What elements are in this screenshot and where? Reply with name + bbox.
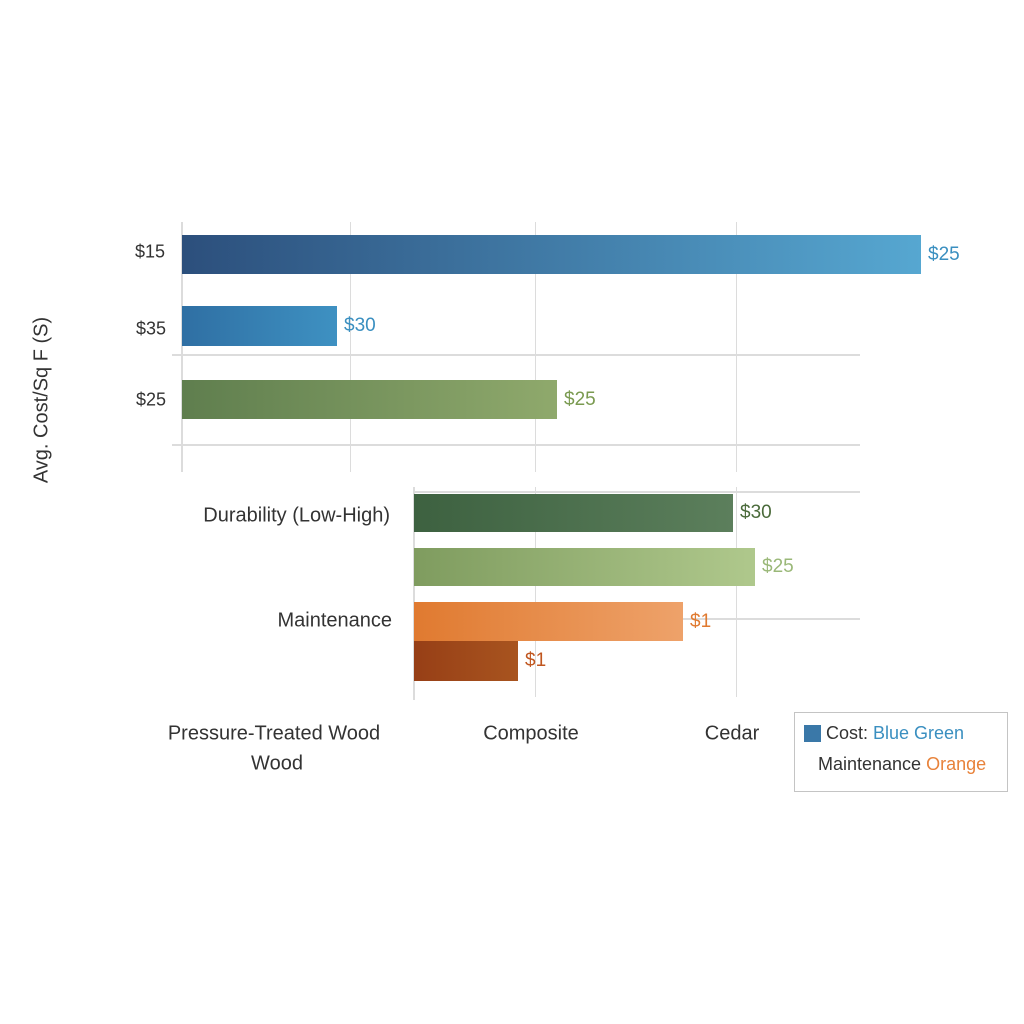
axis-line-bottom (413, 487, 415, 700)
legend-highlight: Orange (926, 754, 987, 774)
gridline-h (172, 444, 860, 446)
row-label-maintenance: Maintenance (277, 609, 392, 632)
gridline-v (350, 222, 351, 472)
y-tick-label: $15 (134, 241, 165, 262)
bar (414, 641, 518, 681)
gridline-h (414, 491, 860, 493)
data-label: $25 (762, 556, 794, 577)
axis-line-top (181, 222, 183, 472)
bar (414, 602, 683, 641)
data-label: $25 (564, 388, 596, 410)
bar (414, 494, 733, 532)
legend-highlight: Blue Green (873, 723, 965, 743)
bar (182, 235, 921, 274)
bar (414, 548, 755, 586)
data-label: $1 (525, 650, 547, 671)
gridline-v (736, 222, 737, 472)
legend-text: Maintenance (818, 754, 927, 774)
y-tick-label: $25 (135, 389, 166, 410)
data-label: $1 (690, 610, 712, 632)
x-category-label: Pressure-Treated Wood (167, 722, 381, 745)
legend-swatch (804, 725, 821, 742)
gridline-v (736, 487, 737, 697)
gridline-h (172, 354, 860, 356)
y-axis-title: Avg. Cost/Sq F (S) (30, 316, 53, 484)
legend: Cost: Blue Green Maintenance Orange (794, 712, 1008, 792)
data-label: $25 (928, 243, 960, 265)
gridline-v (535, 222, 536, 472)
legend-entry: Maintenance Orange (818, 754, 986, 775)
legend-entry: Cost: Blue Green (826, 723, 964, 744)
x-category-label: Wood (251, 752, 303, 775)
data-label: $30 (344, 315, 376, 336)
legend-text: Cost: (826, 723, 874, 743)
gridline-v (535, 487, 536, 697)
data-label: $30 (740, 502, 772, 523)
bar (182, 380, 557, 419)
y-tick-label: $35 (135, 318, 166, 339)
bar (182, 306, 337, 346)
x-category-label: Composite (483, 722, 579, 745)
x-category-label: Cedar (704, 722, 760, 745)
row-label-durability: Durability (Low-High) (203, 504, 390, 527)
